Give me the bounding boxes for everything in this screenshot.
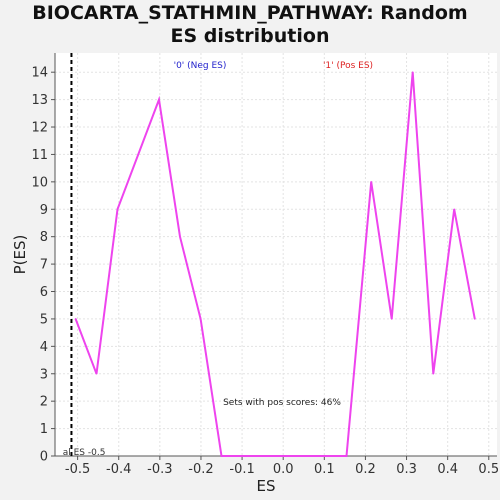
- y-tick-label: 2: [40, 395, 48, 410]
- y-tick-label: 11: [31, 148, 48, 163]
- x-axis-title: ES: [257, 477, 276, 495]
- y-tick-label: 8: [40, 230, 48, 245]
- y-tick-label: 12: [31, 121, 48, 136]
- data-point: [303, 455, 306, 457]
- series-group: [74, 71, 476, 457]
- pos-es-label: '1' (Pos ES): [323, 61, 373, 71]
- y-tick-label: 13: [31, 93, 48, 108]
- data-point: [262, 455, 264, 457]
- x-tick-label: 0.0: [273, 462, 294, 477]
- data-point: [220, 455, 223, 457]
- data-point: [95, 372, 98, 375]
- x-tick-label: -0.5: [65, 462, 90, 477]
- chart-title-line-2: ES distribution: [170, 25, 330, 47]
- data-point: [199, 318, 202, 320]
- y-tick-label: 3: [40, 367, 48, 382]
- data-point: [473, 318, 476, 320]
- pos-scores-label: Sets with pos scores: 46%: [223, 398, 341, 408]
- data-point: [116, 208, 119, 211]
- reference-line-group: al ES -0.5: [63, 53, 106, 458]
- x-tick-label: -0.3: [147, 462, 172, 477]
- data-point: [411, 71, 414, 73]
- x-tick-label: 0.1: [314, 462, 335, 477]
- y-tick-label: 6: [40, 285, 48, 300]
- x-tick-label: 0.4: [437, 462, 458, 477]
- data-point: [179, 235, 181, 238]
- axes: -0.5 -0.4 -0.3 -0.2 -0.1 0.0 0.1 0.2 0.3 0.4 0.5 0 1…: [11, 53, 499, 495]
- x-tick-label: 0.5: [478, 462, 499, 477]
- x-tick-label: 0.3: [396, 462, 417, 477]
- data-point: [283, 455, 285, 457]
- plot-area: [55, 53, 497, 456]
- y-tick-label: 10: [31, 175, 48, 190]
- y-tick-label: 14: [31, 66, 48, 81]
- y-axis-title: P(ES): [11, 235, 29, 275]
- data-point: [390, 318, 393, 320]
- y-tick-label: 4: [40, 340, 48, 355]
- x-tick-label: -0.1: [229, 462, 254, 477]
- grid-lines: [55, 53, 497, 457]
- data-point: [324, 455, 327, 457]
- x-tick-label: 0.2: [355, 462, 376, 477]
- data-point: [370, 181, 372, 183]
- data-point: [432, 372, 435, 375]
- data-point: [241, 455, 243, 457]
- y-tick-label: 1: [40, 422, 48, 437]
- x-tick-label: -0.2: [188, 462, 213, 477]
- data-point: [74, 318, 77, 320]
- neg-es-label: '0' (Neg ES): [174, 61, 227, 71]
- y-tick-label: 7: [40, 258, 48, 273]
- x-tick-label: -0.4: [106, 462, 131, 477]
- y-tick-label: 5: [40, 312, 48, 327]
- y-tick-label: 9: [40, 203, 48, 218]
- reference-line-label: al ES -0.5: [63, 448, 106, 458]
- data-point: [453, 208, 456, 211]
- y-tick-label: 0: [40, 450, 48, 465]
- annotation-group: '0' (Neg ES) '1' (Pos ES) Sets with pos sc…: [174, 61, 373, 408]
- chart-title: BIOCARTA_STATHMIN_PATHWAY: Random ES dis…: [0, 2, 500, 48]
- data-point: [345, 455, 348, 457]
- data-point: [158, 98, 160, 101]
- chart-title-line-1: BIOCARTA_STATHMIN_PATHWAY: Random: [32, 2, 468, 24]
